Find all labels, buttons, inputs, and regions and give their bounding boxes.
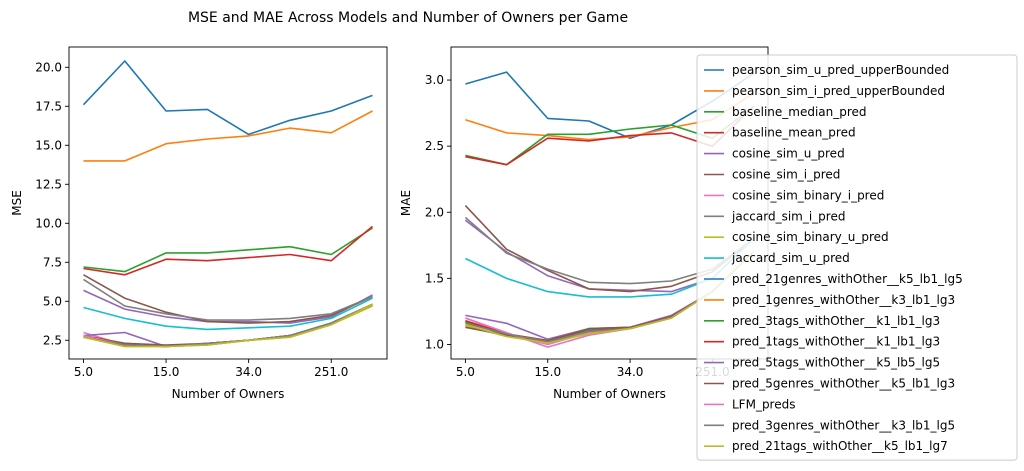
legend-entry-label: cosine_sim_binary_i_pred <box>732 188 884 202</box>
axes-frame <box>68 46 388 360</box>
series-line-1 <box>83 110 373 162</box>
series-line-18 <box>83 303 373 348</box>
legend-entry-label: jaccard_sim_i_pred <box>731 209 845 223</box>
x-axis-label: Number of Owners <box>172 387 285 401</box>
legend-entry-label: cosine_sim_i_pred <box>732 168 840 182</box>
y-tick-label: 12.5 <box>35 177 62 191</box>
legend-entry-label: pred_5tags_withOther__k5_lb5_lg5 <box>732 356 940 370</box>
y-tick-label: 1.5 <box>425 271 444 285</box>
legend-entry-label: LFM_preds <box>732 397 795 411</box>
legend: pearson_sim_u_pred_upperBounded pearson_s… <box>696 54 1018 461</box>
legend-entry-label: pred_21tags_withOther__k5_lb1_lg7 <box>732 439 948 453</box>
y-axis-label: MSE <box>10 190 24 216</box>
y-axis-label: MAE <box>399 190 413 216</box>
series-line-5 <box>83 274 373 324</box>
series-lines <box>82 60 374 348</box>
x-tick-label: 15.0 <box>153 365 180 379</box>
y-tick-label: 15.0 <box>35 138 62 152</box>
y-tick-label: 10.0 <box>35 216 62 230</box>
x-axis-label: Number of Owners <box>553 387 666 401</box>
y-tick-label: 2.0 <box>425 205 444 219</box>
y-tick-label: 7.5 <box>43 255 62 269</box>
y-tick-label: 3.0 <box>425 73 444 87</box>
legend-entry-label: pred_3tags_withOther__k1_lb1_lg3 <box>732 314 940 328</box>
y-tick-label: 17.5 <box>35 99 62 113</box>
y-tick-label: 1.0 <box>425 337 444 351</box>
y-tick-label: 20.0 <box>35 60 62 74</box>
series-line-0 <box>82 60 373 136</box>
legend-entry-label: cosine_sim_binary_u_pred <box>732 230 889 244</box>
legend-entry-label: cosine_sim_u_pred <box>732 147 845 161</box>
legend-box <box>696 54 1018 461</box>
legend-entry-label: pred_1genres_withOther__k3_lb1_lg3 <box>732 293 955 307</box>
legend-entry-label: baseline_median_pred <box>732 105 867 119</box>
figure-title: MSE and MAE Across Models and Number of … <box>188 10 628 26</box>
legend-entry-label: pred_21genres_withOther__k5_lb1_lg5 <box>732 272 963 286</box>
legend-entry-label: jaccard_sim_u_pred <box>731 251 850 265</box>
legend-entry-label: pred_1tags_withOther__k1_lb1_lg3 <box>732 335 940 349</box>
legend-entry-label: pred_5genres_withOther__k5_lb1_lg3 <box>732 377 955 391</box>
series-line-9 <box>83 297 373 331</box>
x-tick-label: 5.0 <box>456 365 475 379</box>
series-line-2 <box>83 227 373 273</box>
series-line-3 <box>83 225 374 276</box>
y-tick-label: 2.5 <box>425 139 444 153</box>
series-line-7 <box>83 278 373 321</box>
x-tick-label: 34.0 <box>235 365 262 379</box>
y-tick-label: 5.0 <box>43 294 62 308</box>
legend-entry-label: baseline_mean_pred <box>732 126 856 140</box>
legend-entry-label: pearson_sim_u_pred_upperBounded <box>732 63 949 77</box>
x-tick-label: 15.0 <box>534 365 561 379</box>
x-tick-label: 34.0 <box>617 365 644 379</box>
legend-entry-label: pred_3genres_withOther__k3_lb1_lg5 <box>732 418 955 432</box>
y-tick-label: 2.5 <box>43 333 62 347</box>
x-tick-label: 5.0 <box>74 365 93 379</box>
mse-panel: 5.0 15.0 34.0 251.0 2.5 5.0 7.5 10.0 12.5 15.0 17.… <box>10 46 388 401</box>
legend-entry-label: pearson_sim_i_pred_upperBounded <box>732 84 945 98</box>
x-tick-label: 251.0 <box>314 365 348 379</box>
series-line-8 <box>83 305 373 348</box>
